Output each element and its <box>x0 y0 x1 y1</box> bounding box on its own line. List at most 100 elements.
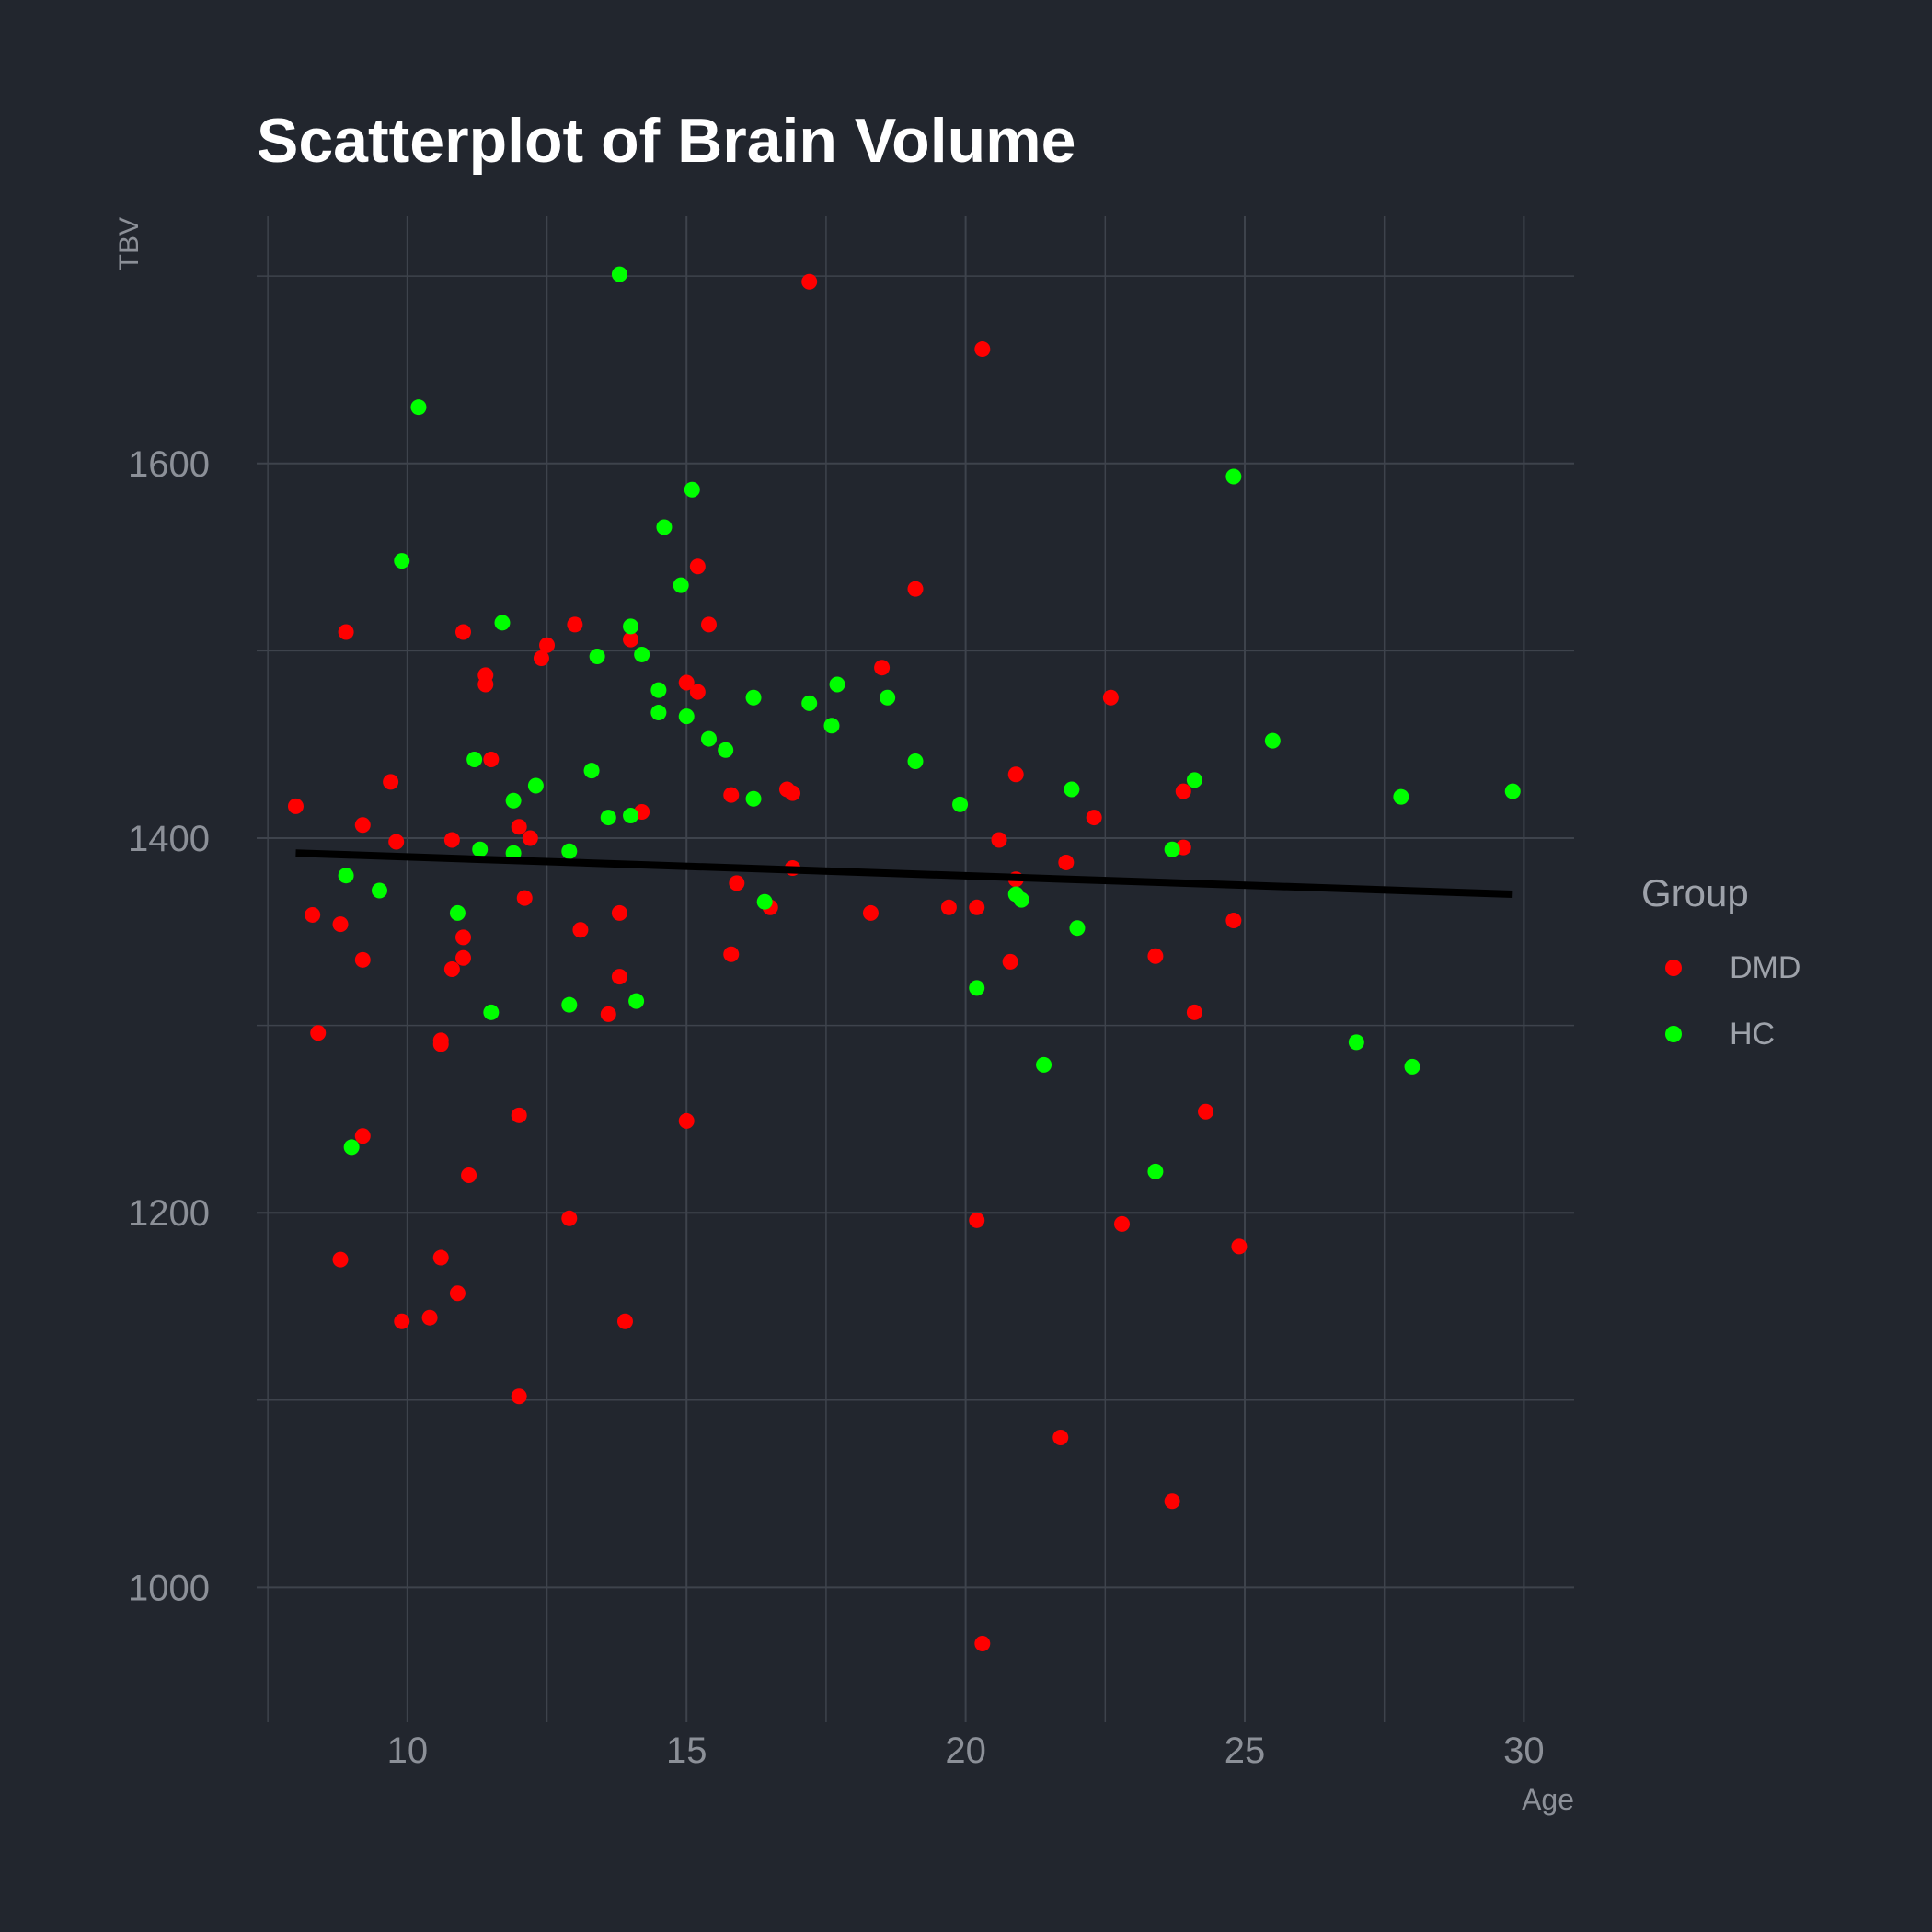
x-tick-label: 30 <box>1503 1731 1545 1771</box>
data-point-hc <box>1504 783 1521 799</box>
data-point-dmd <box>611 904 627 921</box>
data-point-hc <box>745 790 762 807</box>
grid-lines <box>257 216 1574 1722</box>
y-tick-label: 1200 <box>128 1193 210 1234</box>
data-points <box>287 266 1521 1651</box>
legend-label-dmd: DMD <box>1730 950 1800 985</box>
data-point-dmd <box>678 1112 695 1129</box>
data-point-dmd <box>1086 810 1102 826</box>
data-point-dmd <box>354 1128 371 1144</box>
data-point-hc <box>472 841 489 857</box>
data-point-hc <box>1064 781 1080 798</box>
data-point-dmd <box>443 961 460 977</box>
data-point-dmd <box>449 1285 466 1302</box>
data-point-dmd <box>511 1388 527 1405</box>
legend-key-hc <box>1665 1026 1682 1042</box>
data-point-hc <box>623 618 639 635</box>
legend-label-hc: HC <box>1730 1017 1775 1052</box>
data-point-hc <box>745 689 762 706</box>
data-point-dmd <box>572 922 589 938</box>
data-point-hc <box>1225 468 1242 485</box>
data-point-hc <box>756 893 773 910</box>
data-point-dmd <box>388 834 405 850</box>
data-point-dmd <box>539 637 556 653</box>
data-point-hc <box>1393 788 1409 805</box>
data-point-hc <box>589 648 605 664</box>
chart-title: Scatterplot of Brain Volume <box>257 106 1075 176</box>
data-point-dmd <box>1002 953 1018 970</box>
data-point-hc <box>634 646 650 662</box>
data-point-dmd <box>785 785 801 801</box>
data-point-hc <box>371 882 387 899</box>
data-point-dmd <box>1147 948 1164 964</box>
data-point-dmd <box>600 1006 616 1022</box>
data-point-dmd <box>1102 689 1119 706</box>
data-point-dmd <box>723 787 740 803</box>
data-point-dmd <box>1114 1215 1131 1232</box>
data-point-hc <box>410 399 427 416</box>
y-tick-label: 1400 <box>128 819 210 859</box>
data-point-dmd <box>862 904 879 921</box>
data-point-hc <box>1069 920 1086 937</box>
data-point-dmd <box>338 624 354 640</box>
data-point-dmd <box>516 890 533 906</box>
data-point-dmd <box>533 650 549 667</box>
data-point-dmd <box>1225 913 1242 929</box>
data-point-dmd <box>623 631 639 648</box>
data-point-dmd <box>567 616 583 633</box>
data-point-dmd <box>305 906 321 923</box>
data-point-hc <box>823 718 840 734</box>
data-point-hc <box>1164 841 1180 857</box>
data-point-hc <box>1348 1034 1364 1051</box>
data-point-dmd <box>1058 854 1075 870</box>
data-point-hc <box>466 751 483 767</box>
y-tick-label: 1000 <box>128 1568 210 1608</box>
legend-key-dmd <box>1665 960 1682 976</box>
data-point-dmd <box>1052 1430 1069 1446</box>
data-point-hc <box>449 904 466 921</box>
data-point-dmd <box>394 1313 410 1329</box>
data-point-hc <box>338 868 354 884</box>
data-point-dmd <box>455 929 472 946</box>
data-point-hc <box>801 695 818 711</box>
data-point-dmd <box>383 774 399 790</box>
data-point-dmd <box>969 899 985 915</box>
data-point-hc <box>1013 891 1029 908</box>
data-point-hc <box>673 577 689 593</box>
data-point-hc <box>829 676 845 693</box>
data-point-hc <box>600 810 616 826</box>
data-point-hc <box>494 615 511 631</box>
data-point-dmd <box>991 832 1007 848</box>
data-point-hc <box>952 796 969 812</box>
data-point-dmd <box>974 1635 991 1651</box>
legend-title: Group <box>1641 871 1749 914</box>
data-point-dmd <box>332 1251 349 1268</box>
data-point-dmd <box>689 684 706 700</box>
data-point-dmd <box>287 798 304 814</box>
data-point-dmd <box>611 969 627 985</box>
data-point-dmd <box>511 1107 527 1123</box>
data-point-dmd <box>729 875 745 891</box>
data-point-dmd <box>477 676 494 693</box>
data-point-hc <box>678 708 695 725</box>
data-point-dmd <box>1198 1103 1214 1120</box>
data-point-dmd <box>1164 1493 1180 1510</box>
data-point-hc <box>650 682 667 698</box>
data-point-dmd <box>907 581 924 597</box>
data-point-hc <box>394 553 410 569</box>
data-point-hc <box>1264 732 1281 749</box>
data-point-dmd <box>522 830 538 846</box>
data-point-hc <box>611 266 627 282</box>
data-point-dmd <box>1007 766 1024 783</box>
data-point-hc <box>1186 772 1202 788</box>
data-point-dmd <box>723 946 740 962</box>
data-point-hc <box>1147 1163 1164 1179</box>
x-tick-label: 10 <box>387 1731 429 1771</box>
data-point-hc <box>628 993 645 1009</box>
data-point-dmd <box>310 1025 327 1041</box>
data-point-dmd <box>421 1309 438 1326</box>
data-point-hc <box>343 1139 360 1156</box>
data-point-dmd <box>1175 783 1191 799</box>
data-point-dmd <box>801 273 818 290</box>
data-point-hc <box>1036 1056 1052 1073</box>
